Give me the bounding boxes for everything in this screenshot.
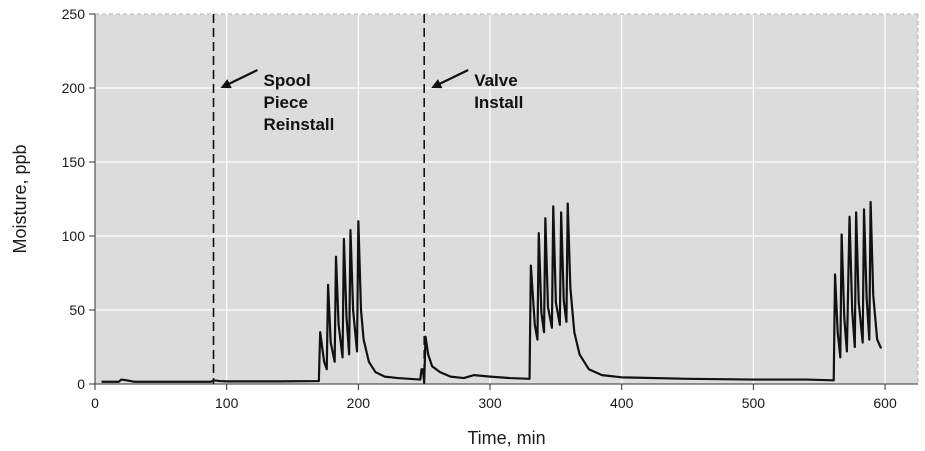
plot-background <box>95 14 918 384</box>
y-tick-label-100: 100 <box>62 228 86 244</box>
x-tick-label-500: 500 <box>742 395 766 411</box>
x-tick-label-400: 400 <box>610 395 634 411</box>
x-axis-label: Time, min <box>467 428 545 448</box>
grid <box>95 13 918 384</box>
event-arrowhead-0 <box>220 79 232 89</box>
plot-area <box>95 14 918 384</box>
x-tick-label-600: 600 <box>873 395 897 411</box>
event-label-0-line-2: Reinstall <box>264 115 335 134</box>
ticks: 0 50 100 150 200 250 0 100 200 300 400 500 600 <box>62 6 897 411</box>
y-axis-label: Moisture, ppb <box>10 144 30 253</box>
y-tick-label-200: 200 <box>62 80 86 96</box>
event-label-1-line-1: Install <box>474 93 523 112</box>
y-tick-label-50: 50 <box>69 302 85 318</box>
x-tick-label-100: 100 <box>215 395 239 411</box>
series <box>101 200 883 384</box>
event-arrow-shaft-0 <box>224 69 258 87</box>
axes <box>94 13 919 385</box>
y-tick-label-150: 150 <box>62 154 86 170</box>
series-line-0 <box>101 200 883 384</box>
y-tick-label-0: 0 <box>77 376 85 392</box>
event-arrowhead-1 <box>431 79 443 89</box>
event-label-1-line-0: Valve <box>474 71 518 90</box>
event-markers: Spool Piece Reinstall Valve Install <box>212 14 523 384</box>
event-arrow-shaft-1 <box>434 69 469 87</box>
event-label-0-line-0: Spool <box>264 71 311 90</box>
x-tick-label-300: 300 <box>478 395 502 411</box>
y-tick-label-250: 250 <box>62 6 86 22</box>
event-label-0-line-1: Piece <box>264 93 308 112</box>
x-tick-label-0: 0 <box>91 395 99 411</box>
x-tick-label-200: 200 <box>347 395 371 411</box>
